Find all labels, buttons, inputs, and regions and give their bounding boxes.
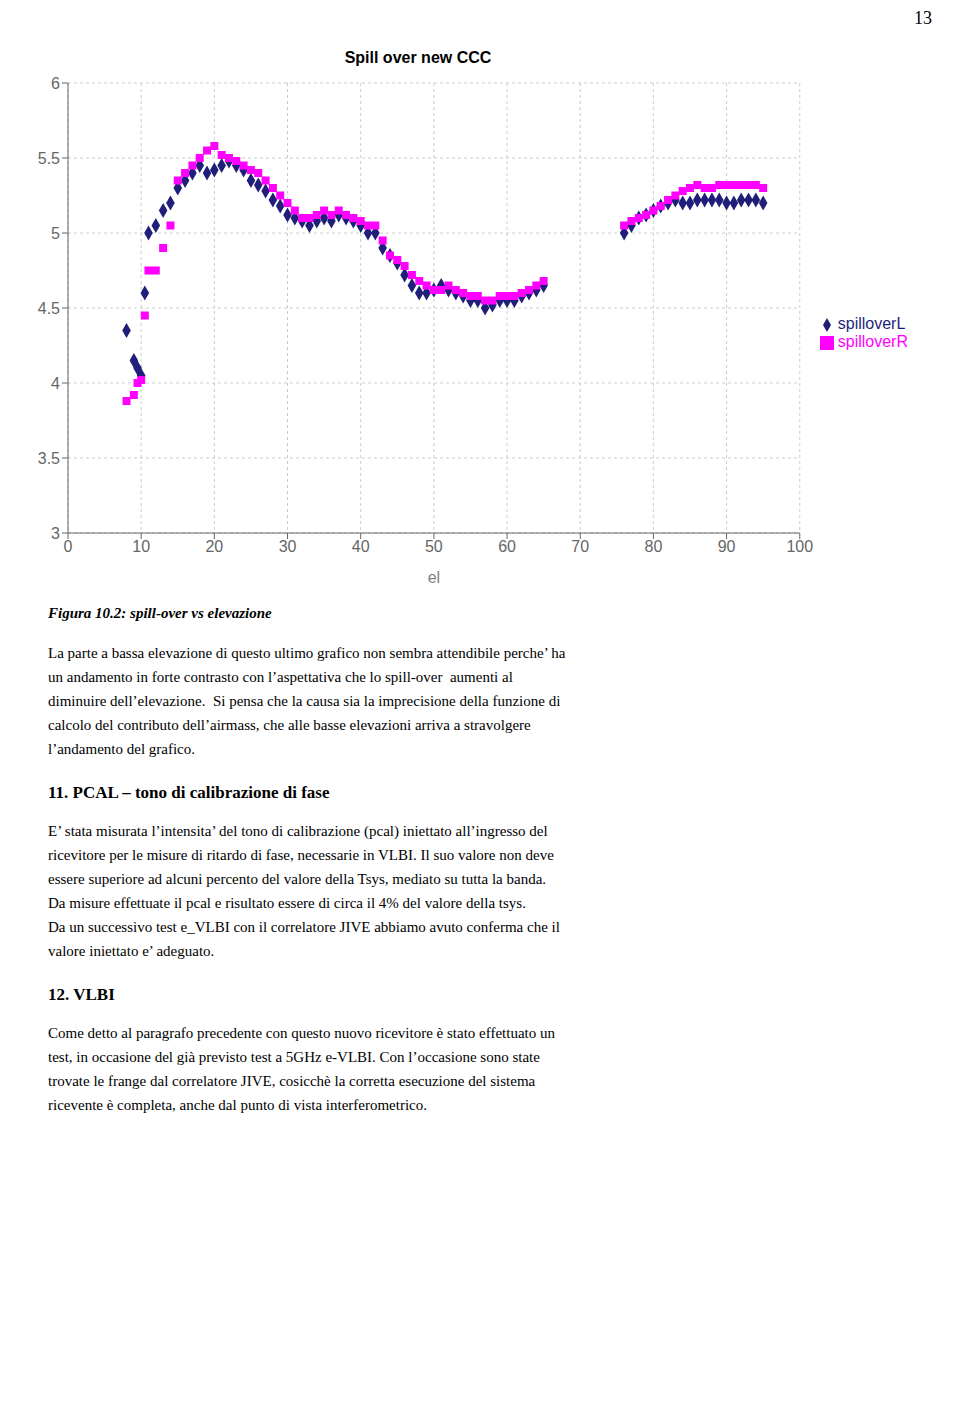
svg-text:90: 90 [718, 538, 736, 555]
svg-text:60: 60 [498, 538, 516, 555]
svg-text:5: 5 [51, 225, 60, 242]
svg-text:6: 6 [51, 75, 60, 92]
html-text:un andamento in forte contrast: un andamento in forte contrasto con l’as… [48, 669, 513, 685]
html-text:Spill over new CCC: Spill over new CCC [344, 49, 492, 66]
html-text:trovate le frange dal correlat: trovate le frange dal correlatore JIVE, … [48, 1073, 536, 1089]
html-text:test, in occasione del già pre: test, in occasione del già previsto test… [48, 1049, 540, 1065]
html-text:12. VLBI: 12. VLBI [48, 985, 115, 1004]
svg-text:100: 100 [786, 538, 813, 555]
svg-text:4.5: 4.5 [38, 300, 60, 317]
html-text:Come detto al paragrafo preced: Come detto al paragrafo precedente con q… [48, 1025, 555, 1041]
svg-text:10: 10 [132, 538, 150, 555]
html-text:essere superiore ad alcuni per: essere superiore ad alcuni percento del … [48, 871, 547, 887]
html-text:13: 13 [914, 8, 932, 28]
html-text:spilloverR: spilloverR [837, 333, 908, 350]
html-text:ricevente è completa, anche da: ricevente è completa, anche dal punto di… [48, 1097, 427, 1113]
html-text:spilloverL: spilloverL [837, 315, 906, 332]
html-text:diminuire dell’elevazione. Si: diminuire dell’elevazione. Si pensa che … [48, 693, 561, 709]
svg-text:4: 4 [51, 375, 60, 392]
html-text:Da misure effettuate il pcal e: Da misure effettuate il pcal e risultato… [48, 895, 526, 911]
html-text:calcolo del contributo dell’ai: calcolo del contributo dell’airmass, che… [48, 717, 531, 733]
svg-text:0: 0 [64, 538, 73, 555]
html-text:ricevitore per le misure di ri: ricevitore per le misure di ritardo di f… [48, 847, 554, 863]
html-text:E’ stata misurata l’intensita’: E’ stata misurata l’intensita’ del tono … [48, 823, 548, 839]
html-text:Figura 10.2: spill-over vs ele: Figura 10.2: spill-over vs elevazione [48, 605, 272, 621]
svg-text:40: 40 [352, 538, 370, 555]
svg-text:el: el [428, 569, 440, 586]
html-text:valore iniettato e’ adeguato.: valore iniettato e’ adeguato. [48, 943, 215, 959]
svg-text:20: 20 [205, 538, 223, 555]
html-text:11. PCAL – tono di calibrazion: 11. PCAL – tono di calibrazione di fase [48, 783, 330, 802]
svg-text:30: 30 [279, 538, 297, 555]
svg-text:5.5: 5.5 [38, 150, 60, 167]
svg-text:3.5: 3.5 [38, 450, 60, 467]
svg-text:50: 50 [425, 538, 443, 555]
svg-text:80: 80 [645, 538, 663, 555]
html-text:l’andamento del grafico.: l’andamento del grafico. [48, 741, 195, 757]
html-text:Da un successivo test e_VLBI c: Da un successivo test e_VLBI con il corr… [48, 919, 560, 935]
html-text:La parte a bassa elevazione di: La parte a bassa elevazione di questo ul… [48, 645, 566, 661]
svg-text:70: 70 [571, 538, 589, 555]
svg-text:3: 3 [51, 525, 60, 542]
